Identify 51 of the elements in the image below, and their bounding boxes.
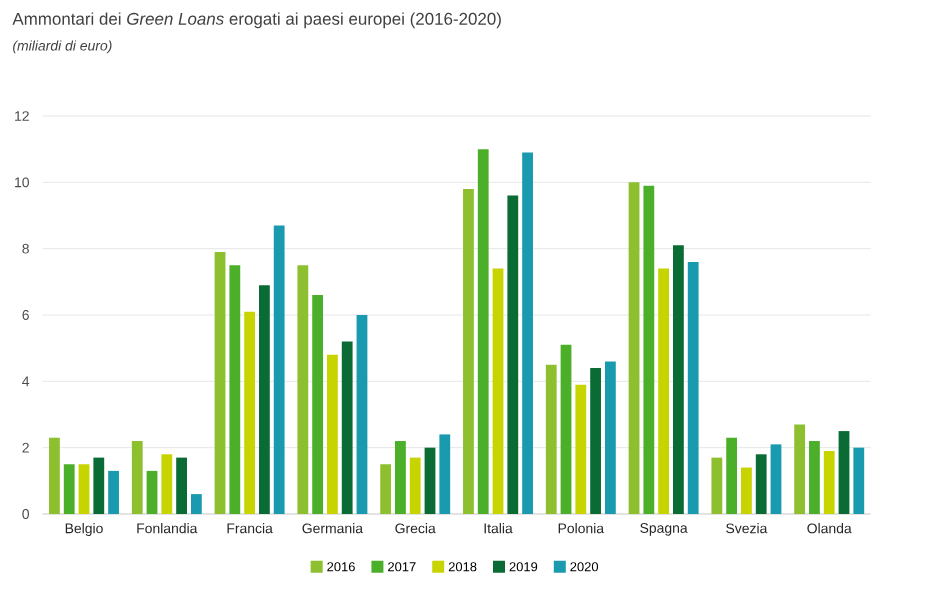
bar xyxy=(823,450,835,514)
bar xyxy=(687,261,699,514)
bar xyxy=(794,424,806,514)
bar xyxy=(477,149,489,514)
bar xyxy=(108,470,119,514)
bar xyxy=(327,354,338,514)
bar xyxy=(395,441,406,514)
chart-title: Ammontari dei Green Loans erogati ai paesi europei (2016-2020) xyxy=(12,12,501,29)
bar xyxy=(146,470,158,514)
bar xyxy=(297,265,309,514)
bar xyxy=(380,464,392,514)
bar xyxy=(673,245,684,514)
bar xyxy=(838,431,850,514)
bar xyxy=(590,368,601,514)
bar xyxy=(522,152,533,514)
bar xyxy=(176,457,187,514)
bar xyxy=(604,361,616,514)
bar xyxy=(356,315,368,514)
bar xyxy=(507,195,519,514)
bar xyxy=(628,182,640,514)
bar xyxy=(424,447,436,514)
bar xyxy=(545,364,557,514)
bar xyxy=(853,447,865,514)
bar xyxy=(93,457,105,514)
bar xyxy=(214,251,226,514)
bar xyxy=(229,265,241,514)
bar xyxy=(341,341,353,514)
bar xyxy=(258,285,270,514)
bar xyxy=(439,434,451,514)
bar xyxy=(726,437,738,514)
bar xyxy=(312,295,324,514)
bar xyxy=(78,464,90,514)
bar xyxy=(161,454,173,514)
bar xyxy=(643,185,655,514)
bar xyxy=(131,441,143,514)
bar xyxy=(273,225,285,514)
bar xyxy=(492,268,504,514)
bar xyxy=(755,454,767,514)
bar xyxy=(809,441,820,514)
bar xyxy=(560,344,572,514)
bar xyxy=(741,467,752,514)
bar xyxy=(463,188,474,514)
bar xyxy=(770,444,782,514)
bar xyxy=(658,268,670,514)
bar xyxy=(711,457,723,514)
bar xyxy=(244,311,256,514)
bar xyxy=(63,464,75,514)
bar xyxy=(409,457,421,514)
bar xyxy=(49,437,60,514)
bar xyxy=(575,384,587,514)
bar xyxy=(190,494,202,514)
